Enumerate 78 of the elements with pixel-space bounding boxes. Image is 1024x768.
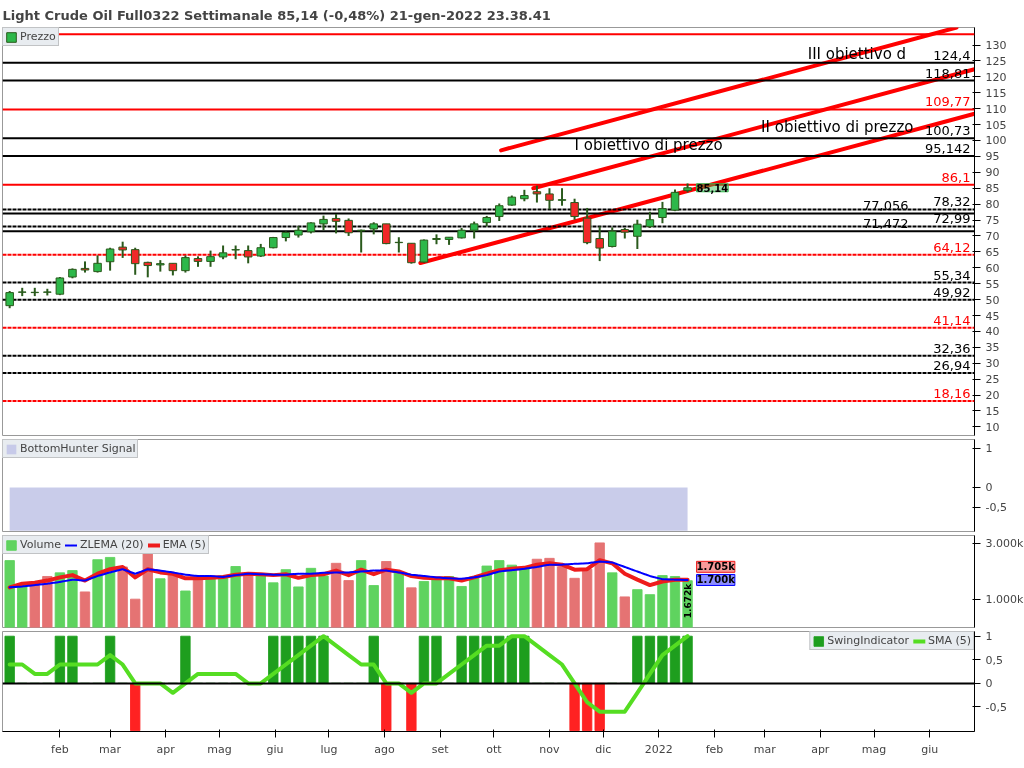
y-tick-label: 115 [985, 86, 1007, 100]
x-tick-label: ago [374, 742, 395, 756]
y-tick-label: -0,5 [985, 700, 1007, 714]
legend-label: ZLEMA (20) [79, 538, 144, 551]
x-tick-label: nov [539, 742, 561, 756]
ref-line-label: 95,142 [925, 140, 971, 156]
legend-label: EMA (5) [162, 538, 206, 551]
y-tick-label: 35 [985, 341, 1000, 355]
legend-label: Volume [20, 538, 61, 551]
x-tick-label: feb [705, 742, 724, 756]
text: 85,14 [696, 182, 729, 194]
y-tick-label: 80 [985, 198, 1000, 212]
y-tick-label: 0 [985, 677, 993, 691]
y-tick-label: 50 [985, 293, 1000, 307]
y-tick-label: 20 [985, 389, 1000, 403]
x-tick-label: giu [921, 742, 939, 756]
ref-line-label: 109,77 [925, 94, 971, 110]
y-tick-label: 25 [985, 373, 1000, 387]
ref-line-label: 124,4 [933, 47, 971, 63]
y-tick-label: 85 [985, 182, 1000, 196]
ref-line-label: 64,12 [933, 239, 971, 255]
x-tick-label: mag [861, 742, 887, 756]
x-tick-label: giu [266, 742, 284, 756]
ref-line-label: 26,94 [933, 358, 971, 373]
y-tick-label: 130 [985, 39, 1007, 52]
y-tick-label: 90 [985, 166, 1000, 180]
y-tick-label: 75 [985, 214, 1000, 228]
y-tick-label: 55 [985, 277, 1000, 291]
data-label: 1.672k [682, 582, 693, 619]
y-tick-label: 95 [985, 150, 1000, 164]
y-tick-label: 40 [985, 325, 1000, 339]
y-tick-label: 120 [985, 70, 1007, 84]
y-tick-label: 0,5 [985, 653, 1003, 667]
y-tick-label: 65 [985, 245, 1000, 259]
x-tick-label: ott [486, 742, 503, 756]
ref-line-label: 55,34 [933, 267, 971, 283]
legend-label: BottomHunter Signal [20, 442, 136, 455]
x-tick-label: lug [320, 742, 338, 756]
ref-line-label: 72,99 [933, 211, 971, 227]
ref-line-label: 71,472 [863, 216, 909, 232]
data-label: 1.705k [696, 561, 736, 573]
y-tick-label: 105 [985, 118, 1007, 132]
legend-label: Prezzo [20, 30, 56, 43]
x-tick-label: set [431, 742, 450, 756]
legend-label: SMA (5) [927, 634, 971, 647]
ref-line-label: 32,36 [933, 340, 971, 356]
x-tick-label: apr [811, 742, 830, 756]
chart-title: Light Crude Oil Full0322 Settimanale 85,14 (-0,48%) 21-gen-2022 23.38.41 [2, 7, 551, 23]
y-tick-label: 45 [985, 309, 1000, 323]
ref-line-label: 78,32 [933, 194, 971, 210]
ref-line-label: 100,73 [925, 123, 971, 139]
y-tick-label: 15 [985, 404, 1000, 418]
legend-label: SwingIndicator [827, 634, 909, 647]
y-tick-label: 125 [985, 54, 1007, 68]
y-tick-label: 1.000k [985, 593, 1024, 607]
x-tick-label: mar [99, 742, 122, 756]
y-tick-label: 10 [985, 420, 1000, 434]
data-label: 1.700k [696, 574, 736, 586]
y-tick-label: 3.000k [985, 537, 1024, 551]
x-tick-label: dic [595, 742, 612, 756]
x-tick-label: mar [753, 742, 777, 756]
y-tick-label: 1 [985, 442, 993, 456]
ref-line-label: 41,14 [933, 312, 971, 328]
y-tick-label: 0 [985, 481, 993, 495]
x-tick-label: feb [51, 742, 69, 756]
y-tick-label: 1 [985, 630, 993, 644]
y-tick-label: 60 [985, 261, 1000, 275]
ref-line-label: 49,92 [933, 284, 971, 300]
y-tick-label: -0,5 [985, 501, 1007, 515]
ref-line-label: 18,16 [933, 385, 971, 401]
y-tick-label: 110 [985, 102, 1007, 116]
y-tick-label: 100 [985, 134, 1007, 148]
ref-line-label: 86,1 [941, 169, 971, 185]
x-tick-label: mag [207, 742, 232, 756]
y-tick-label: 70 [985, 229, 1000, 243]
x-tick-label: 2022 [644, 742, 673, 756]
x-tick-label: apr [156, 742, 176, 756]
y-tick-label: 30 [985, 357, 1000, 371]
